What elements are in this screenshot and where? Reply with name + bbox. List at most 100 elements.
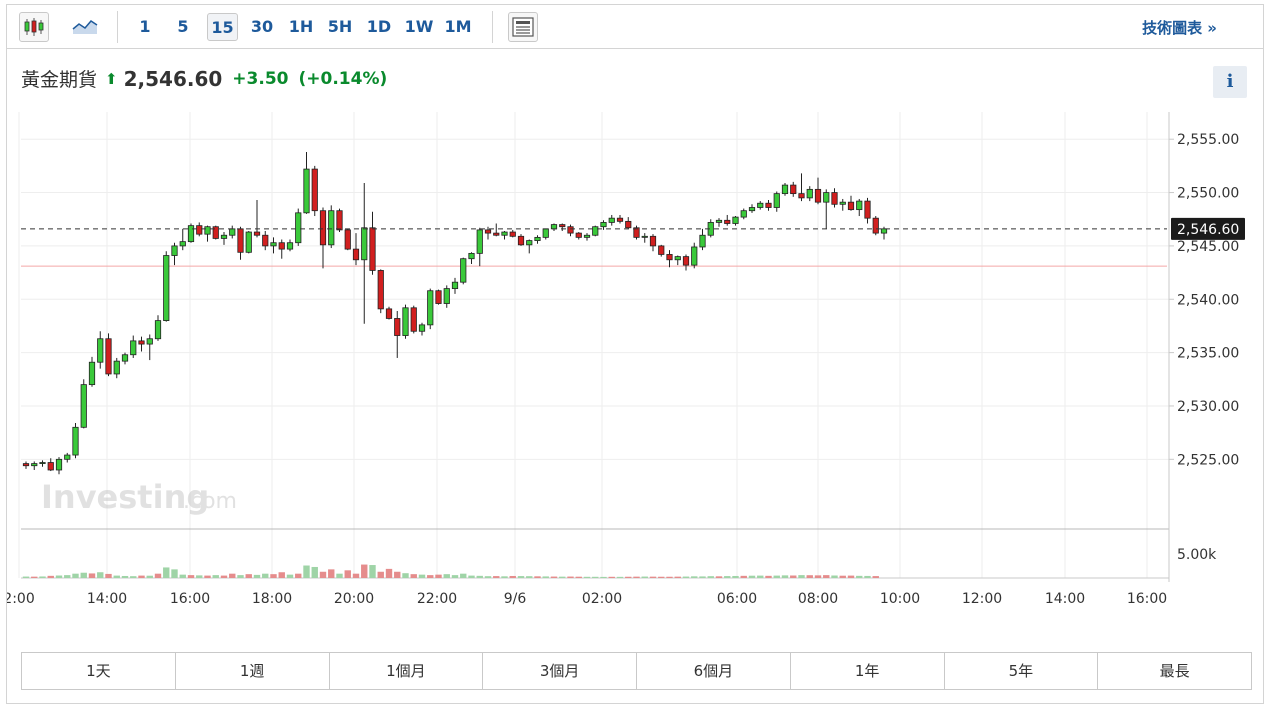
candle — [435, 289, 442, 305]
candle-body — [526, 240, 533, 246]
volume-bar — [55, 575, 63, 578]
candle — [443, 285, 450, 308]
technical-chart-link[interactable]: 技術圖表 » — [1142, 19, 1217, 37]
candle-body — [550, 224, 558, 230]
range-1d[interactable]: 1天 — [22, 653, 176, 689]
candle-body — [872, 217, 879, 234]
candle-body — [55, 458, 63, 471]
candle — [641, 233, 648, 243]
candle — [204, 225, 211, 242]
chart-grid — [18, 112, 1169, 579]
last-price-tag: 2,546.60 — [1171, 217, 1245, 240]
candle — [410, 305, 417, 334]
range-3m[interactable]: 3個月 — [483, 653, 637, 689]
volume-bar — [583, 576, 591, 578]
y-tick-label: 2,555.00 — [1177, 132, 1239, 148]
volume-bar — [286, 574, 294, 578]
y-tick-label: 2,545.00 — [1177, 239, 1239, 255]
candle-body — [163, 255, 170, 322]
volume-bar — [146, 575, 153, 578]
timeframe-30[interactable]: 30 — [250, 17, 274, 36]
volume-bar — [270, 574, 277, 578]
price-chart[interactable]: Investing .com 2,555.002,550.002,545.002… — [7, 112, 1263, 642]
candle-body — [278, 242, 285, 250]
candle-body — [418, 324, 426, 332]
volume-bar — [682, 576, 690, 578]
candle-body — [47, 462, 54, 471]
volume-bar — [22, 576, 30, 578]
timeframe-1d[interactable]: 1D — [366, 17, 392, 36]
volume-bar — [369, 565, 376, 578]
candle — [295, 208, 302, 246]
candle-body — [427, 290, 434, 326]
timeframe-1m[interactable]: 1M — [444, 17, 472, 36]
news-icon[interactable] — [508, 12, 538, 42]
candle — [748, 204, 756, 213]
timeframe-1w[interactable]: 1W — [404, 17, 434, 36]
candle — [872, 216, 879, 236]
candle — [740, 208, 747, 220]
candle-body — [31, 463, 38, 467]
watermark-suffix: .com — [183, 489, 237, 514]
range-1w[interactable]: 1週 — [176, 653, 330, 689]
candle — [460, 257, 467, 285]
volume-bar — [72, 573, 79, 578]
candle-body — [154, 320, 162, 340]
volume-bar — [80, 572, 87, 578]
candle-body — [757, 202, 764, 208]
candle-body — [443, 288, 450, 304]
candle — [550, 223, 558, 231]
candle-body — [509, 231, 516, 237]
candle — [55, 457, 63, 475]
range-5y[interactable]: 5年 — [945, 653, 1099, 689]
volume-bar — [179, 574, 186, 578]
range-6m[interactable]: 6個月 — [637, 653, 791, 689]
volume-bars — [22, 564, 879, 578]
candle-body — [80, 384, 87, 428]
candlestick-icon[interactable] — [19, 12, 49, 42]
candle-body — [253, 231, 261, 236]
volume-bar — [295, 573, 302, 578]
range-1y[interactable]: 1年 — [791, 653, 945, 689]
range-1m[interactable]: 1個月 — [330, 653, 484, 689]
candle-body — [138, 340, 145, 345]
candle-body — [600, 222, 607, 228]
volume-bar — [542, 576, 549, 578]
area-chart-icon[interactable] — [70, 12, 100, 42]
candle-body — [798, 193, 805, 199]
volume-bar — [328, 569, 335, 578]
volume-bar — [451, 575, 459, 578]
timeframe-15[interactable]: 15 — [207, 13, 238, 41]
candle-body — [592, 226, 599, 236]
candle — [270, 237, 277, 254]
candle — [402, 304, 409, 339]
candle-body — [435, 290, 442, 304]
candle — [97, 331, 104, 369]
timeframe-1[interactable]: 1 — [139, 17, 151, 36]
x-tick-label: 14:00 — [87, 591, 127, 607]
volume-bar — [550, 576, 558, 578]
candle-body — [39, 462, 46, 464]
info-icon[interactable]: i — [1213, 66, 1247, 98]
range-max[interactable]: 最長 — [1159, 662, 1190, 680]
x-tick-label: 9/6 — [504, 591, 527, 607]
candle — [253, 200, 261, 238]
candle-body — [559, 224, 566, 228]
timeframe-5h[interactable]: 5H — [327, 17, 353, 36]
candle — [394, 310, 401, 358]
candle — [559, 223, 566, 231]
candle — [625, 217, 632, 229]
timeframe-5[interactable]: 5 — [177, 17, 189, 36]
candle — [39, 460, 46, 467]
candle-body — [212, 226, 219, 239]
volume-bar — [501, 576, 508, 578]
candle-body — [633, 227, 640, 238]
candle-body — [361, 227, 368, 261]
candle-body — [237, 228, 244, 253]
candle-body — [847, 201, 855, 211]
x-tick-label: 20:00 — [334, 591, 374, 607]
candle — [476, 227, 483, 267]
x-tick-label: 08:00 — [798, 591, 838, 607]
candle-body — [72, 426, 79, 456]
timeframe-1h[interactable]: 1H — [288, 17, 314, 36]
